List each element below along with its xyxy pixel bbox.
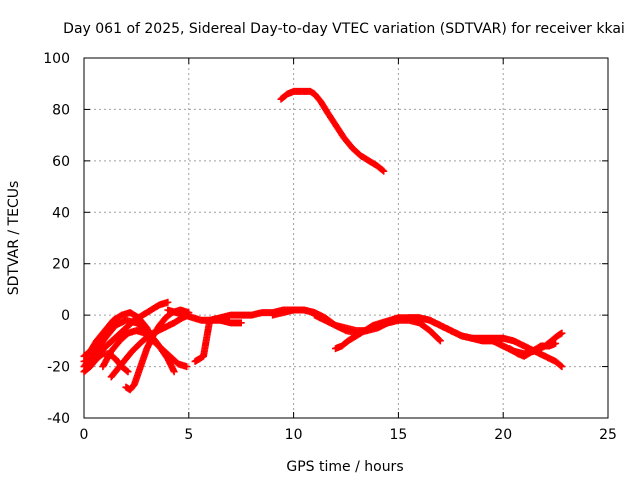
data-point <box>558 363 566 371</box>
y-axis-label: SDTVAR / TECUs <box>6 181 22 296</box>
y-tick-label: 20 <box>52 257 70 273</box>
trail-point <box>123 367 131 375</box>
y-tick-label: 40 <box>52 205 70 221</box>
y-tick-label: 60 <box>52 154 70 170</box>
series-arc-12 <box>332 314 402 353</box>
series-arc-9 <box>191 316 245 365</box>
grid-lines <box>84 58 608 418</box>
x-tick-label: 10 <box>285 427 303 443</box>
y-tick-label: 100 <box>43 51 70 67</box>
data-point <box>558 329 566 337</box>
series-arc-15 <box>505 339 560 360</box>
x-tick-label: 25 <box>599 427 617 443</box>
y-tick-label: 80 <box>52 102 70 118</box>
trail-point <box>379 166 387 174</box>
x-tick-label: 5 <box>184 427 193 443</box>
data-point <box>183 363 191 371</box>
axis-ticks: 0 5 10 15 20 25 -40 -20 0 20 40 60 80 100 <box>43 51 617 443</box>
trail-point <box>557 362 565 370</box>
x-tick-label: 15 <box>389 427 407 443</box>
x-axis-label: GPS time / hours <box>286 459 403 475</box>
x-tick-label: 20 <box>494 427 512 443</box>
series-arc-7 <box>107 311 193 381</box>
data-point <box>170 368 178 376</box>
series-arc-13 <box>394 314 566 371</box>
data-point <box>436 337 444 345</box>
series-arc-4 <box>99 327 191 371</box>
plot-frame <box>83 57 609 419</box>
y-tick-label: -40 <box>47 411 70 427</box>
data-point <box>164 298 172 306</box>
x-tick-label: 0 <box>80 427 89 443</box>
trail-point <box>435 336 443 344</box>
y-tick-label: 0 <box>61 308 70 324</box>
chart-title: Day 061 of 2025, Sidereal Day-to-day VTE… <box>63 21 625 37</box>
data-point <box>124 368 132 376</box>
data-point <box>380 167 388 175</box>
y-tick-label: -20 <box>47 360 70 376</box>
data-points <box>80 87 566 394</box>
series-arc-high <box>277 87 388 175</box>
data-point <box>237 319 245 327</box>
series-arc-5 <box>80 298 172 365</box>
data-point <box>552 339 560 347</box>
